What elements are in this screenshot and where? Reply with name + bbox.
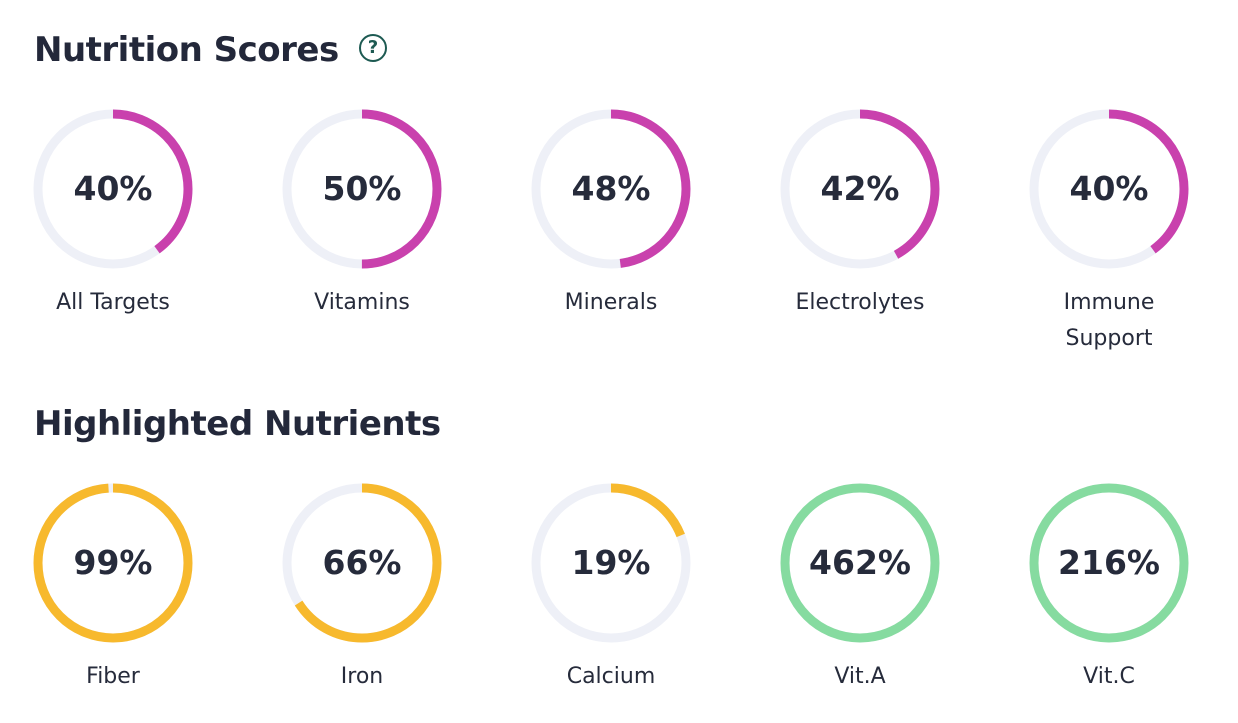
score-ring-value: 48%: [571, 169, 651, 208]
nutrient-ring-card[interactable]: 462% Vit.A: [720, 483, 960, 723]
nutrient-ring-progress: [282, 483, 442, 643]
score-ring-progress: [531, 109, 691, 269]
nutrient-ring-value: 99%: [73, 543, 153, 582]
score-ring-chart: [780, 109, 940, 269]
score-ring-label: All Targets: [56, 290, 170, 315]
score-ring-label: Vitamins: [314, 290, 410, 315]
nutrition-scores-title: Nutrition Scores: [34, 30, 339, 70]
nutrient-ring-label: Calcium: [566, 664, 656, 689]
nutrient-ring-progress: [33, 483, 193, 643]
score-ring-card[interactable]: 42% Electrolytes: [720, 109, 960, 349]
nutrient-ring-card[interactable]: 66% Iron: [222, 483, 462, 723]
question-circle-icon[interactable]: ?: [359, 34, 387, 62]
score-ring-label: Electrolytes: [795, 290, 925, 315]
highlighted-nutrients-title: Highlighted Nutrients: [34, 404, 441, 444]
nutrient-ring-chart: [282, 483, 442, 643]
nutrient-ring-label: Vit.C: [1083, 664, 1135, 689]
score-ring-progress: [1029, 109, 1189, 269]
nutrient-ring-value: 462%: [809, 543, 911, 582]
score-ring-card[interactable]: 40% Immune Support: [969, 109, 1209, 351]
score-ring-chart: [282, 109, 442, 269]
nutrient-ring-label: Vit.A: [834, 664, 886, 689]
score-ring-progress: [780, 109, 940, 269]
score-ring-card[interactable]: 40% All Targets: [0, 109, 213, 349]
score-ring-label: Immune Support: [1063, 290, 1155, 351]
score-ring-value: 42%: [820, 169, 900, 208]
score-ring-chart: [531, 109, 691, 269]
nutrient-ring-chart: [1029, 483, 1189, 643]
nutrient-ring-progress: [780, 483, 940, 643]
nutrient-ring-chart: [33, 483, 193, 643]
nutrient-ring-card[interactable]: 19% Calcium: [471, 483, 711, 723]
nutrient-ring-card[interactable]: 99% Fiber: [0, 483, 213, 723]
nutrient-ring-chart: [531, 483, 691, 643]
nutrient-ring-progress: [1029, 483, 1189, 643]
score-ring-value: 40%: [73, 169, 153, 208]
nutrient-ring-value: 19%: [571, 543, 651, 582]
score-ring-progress: [33, 109, 193, 269]
score-ring-progress: [282, 109, 442, 269]
score-ring-chart: [33, 109, 193, 269]
score-ring-value: 50%: [322, 169, 402, 208]
score-ring-card[interactable]: 48% Minerals: [471, 109, 711, 349]
nutrient-ring-value: 66%: [322, 543, 402, 582]
score-ring-label: Minerals: [564, 290, 658, 315]
nutrient-ring-card[interactable]: 216% Vit.C: [969, 483, 1209, 723]
nutrient-ring-label: Fiber: [86, 664, 140, 689]
nutrient-ring-chart: [780, 483, 940, 643]
score-ring-chart: [1029, 109, 1189, 269]
score-ring-value: 40%: [1069, 169, 1149, 208]
nutrient-ring-progress: [531, 483, 691, 643]
nutrient-ring-label: Iron: [340, 664, 384, 689]
nutrient-ring-value: 216%: [1058, 543, 1160, 582]
score-ring-card[interactable]: 50% Vitamins: [222, 109, 462, 349]
